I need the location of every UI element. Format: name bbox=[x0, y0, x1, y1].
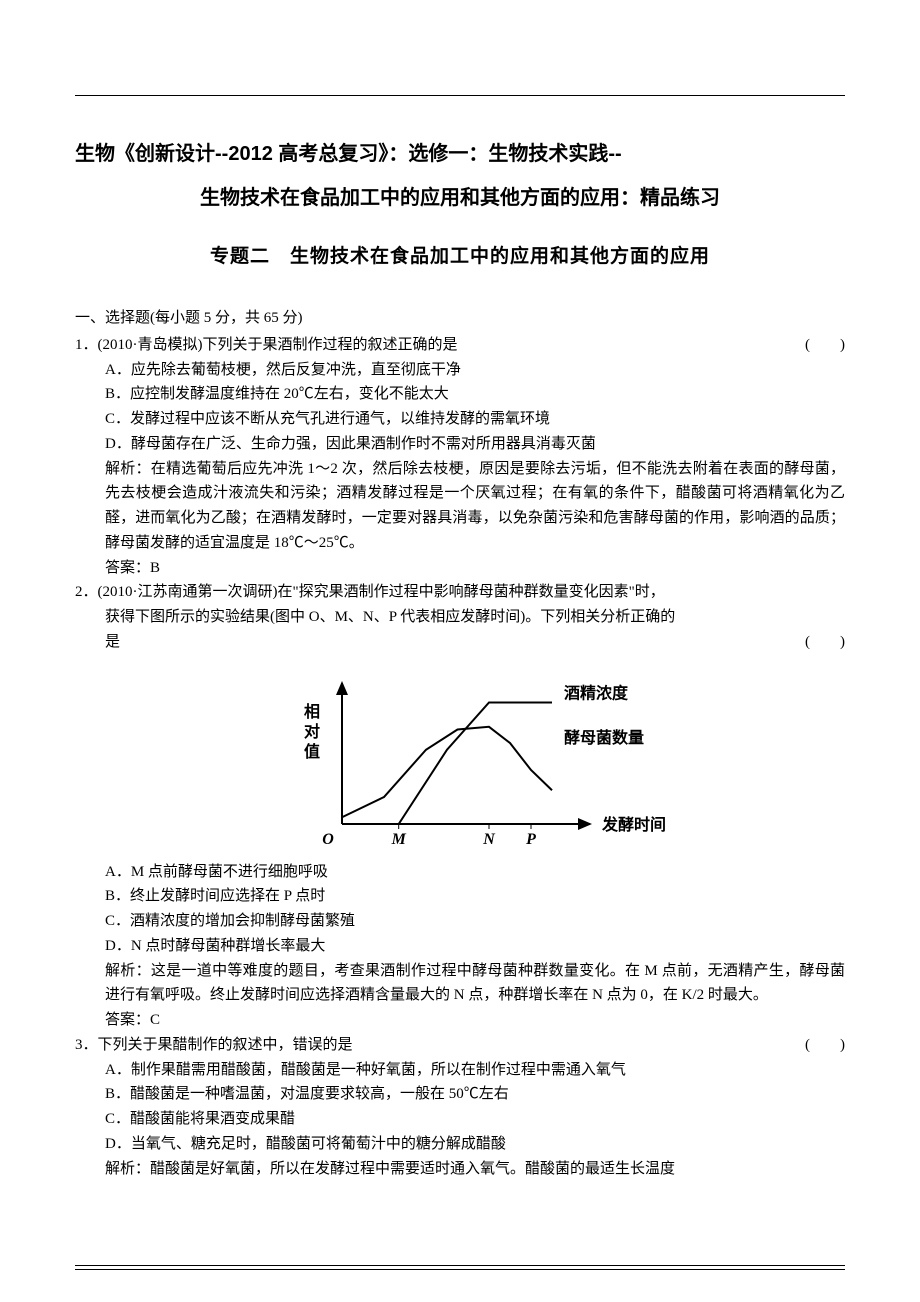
question-2: 2．(2010·江苏南通第一次调研)在"探究果酒制作过程中影响酵母菌种群数量变化… bbox=[75, 580, 845, 1033]
svg-text:N: N bbox=[482, 831, 496, 848]
q2-paren: ( ) bbox=[793, 630, 845, 655]
q1-explain: 解析：在精选葡萄后应先冲洗 1～2 次，然后除去枝梗，原因是要除去污垢，但不能洗… bbox=[75, 457, 845, 556]
svg-text:P: P bbox=[525, 831, 536, 848]
svg-text:对: 对 bbox=[304, 722, 320, 741]
q3-optA: A．制作果醋需用醋酸菌，醋酸菌是一种好氧菌，所以在制作过程中需通入氧气 bbox=[75, 1058, 845, 1083]
q2-optB: B．终止发酵时间应选择在 P 点时 bbox=[75, 884, 845, 909]
q1-stem: 1．(2010·青岛模拟)下列关于果酒制作过程的叙述正确的是 bbox=[75, 333, 458, 358]
svg-text:M: M bbox=[391, 831, 407, 848]
bottom-rule-2 bbox=[75, 1269, 845, 1270]
doc-title-line2: 生物技术在食品加工中的应用和其他方面的应用：精品练习 bbox=[75, 178, 845, 218]
q2-optA: A．M 点前酵母菌不进行细胞呼吸 bbox=[75, 860, 845, 885]
svg-text:相: 相 bbox=[304, 702, 320, 721]
q1-optD: D．酵母菌存在广泛、生命力强，因此果酒制作时不需对所用器具消毒灭菌 bbox=[75, 432, 845, 457]
q2-stem-line1: 2．(2010·江苏南通第一次调研)在"探究果酒制作过程中影响酵母菌种群数量变化… bbox=[75, 580, 845, 605]
doc-subtitle: 专题二 生物技术在食品加工中的应用和其他方面的应用 bbox=[75, 240, 845, 274]
svg-text:酵母菌数量: 酵母菌数量 bbox=[564, 728, 644, 747]
q3-stem: 3．下列关于果醋制作的叙述中，错误的是 bbox=[75, 1033, 353, 1058]
q1-optC: C．发酵过程中应该不断从充气孔进行通气，以维持发酵的需氧环境 bbox=[75, 407, 845, 432]
q1-optA: A．应先除去葡萄枝梗，然后反复冲洗，直至彻底干净 bbox=[75, 358, 845, 383]
q3-explain: 解析：醋酸菌是好氧菌，所以在发酵过程中需要适时通入氧气。醋酸菌的最适生长温度 bbox=[75, 1157, 845, 1182]
q1-paren: ( ) bbox=[793, 333, 845, 358]
q2-stem-line3: 是 bbox=[105, 630, 120, 655]
top-rule bbox=[75, 95, 845, 96]
q2-explain: 解析：这是一道中等难度的题目，考查果酒制作过程中酵母菌种群数量变化。在 M 点前… bbox=[75, 959, 845, 1009]
q2-optC: C．酒精浓度的增加会抑制酵母菌繁殖 bbox=[75, 909, 845, 934]
svg-text:O: O bbox=[322, 831, 334, 848]
question-3: 3．下列关于果醋制作的叙述中，错误的是 ( ) A．制作果醋需用醋酸菌，醋酸菌是… bbox=[75, 1033, 845, 1182]
q2-answer: 答案：C bbox=[75, 1008, 845, 1033]
q2-optD: D．N 点时酵母菌种群增长率最大 bbox=[75, 934, 845, 959]
q1-answer: 答案：B bbox=[75, 556, 845, 581]
svg-text:发酵时间: 发酵时间 bbox=[601, 815, 666, 834]
q3-optB: B．醋酸菌是一种嗜温菌，对温度要求较高，一般在 50℃左右 bbox=[75, 1082, 845, 1107]
q2-stem-line2: 获得下图所示的实验结果(图中 O、M、N、P 代表相应发酵时间)。下列相关分析正… bbox=[75, 605, 845, 630]
svg-text:酒精浓度: 酒精浓度 bbox=[564, 683, 629, 702]
q3-optC: C．醋酸菌能将果酒变成果醋 bbox=[75, 1107, 845, 1132]
question-1: 1．(2010·青岛模拟)下列关于果酒制作过程的叙述正确的是 ( ) A．应先除… bbox=[75, 333, 845, 581]
doc-title-line1: 生物《创新设计--2012 高考总复习》：选修一：生物技术实践-- bbox=[75, 134, 845, 174]
q2-chart: 相对值 O M N P 发酵时间 酒精浓度酵母菌数量 bbox=[250, 661, 670, 856]
q3-optD: D．当氧气、糖充足时，醋酸菌可将葡萄汁中的糖分解成醋酸 bbox=[75, 1132, 845, 1157]
q3-paren: ( ) bbox=[793, 1033, 845, 1058]
q1-optB: B．应控制发酵温度维持在 20℃左右，变化不能太大 bbox=[75, 382, 845, 407]
bottom-rule-1 bbox=[75, 1265, 845, 1266]
svg-text:值: 值 bbox=[304, 742, 320, 761]
section-header: 一、选择题(每小题 5 分，共 65 分) bbox=[75, 306, 845, 331]
